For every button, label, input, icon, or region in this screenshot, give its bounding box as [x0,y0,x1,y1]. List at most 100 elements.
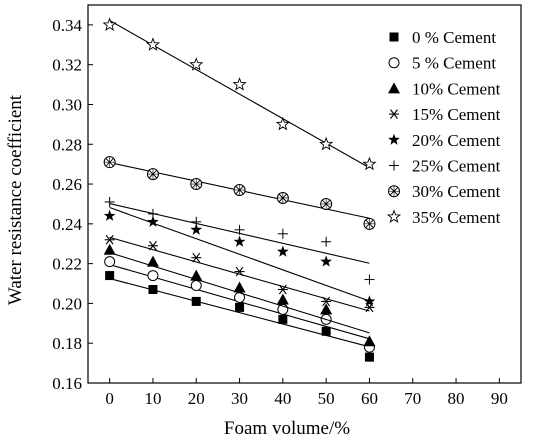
data-point-series-4 [104,234,115,245]
legend-label: 10% Cement [412,79,501,98]
x-tick-label: 70 [404,389,421,408]
data-point-series-5 [276,245,289,257]
legend-item: 15% Cement [389,105,501,124]
legend-marker [388,185,400,198]
data-point-series-2 [147,270,159,282]
x-tick-label: 10 [144,389,161,408]
data-point-series-3 [146,255,159,267]
data-point-series-5 [103,209,116,221]
y-tick-label: 0.20 [52,294,82,313]
data-point-series-7 [363,217,376,230]
data-point-series-7 [103,156,116,169]
legend-item: 35% Cement [386,208,501,227]
x-tick-label: 50 [318,389,335,408]
y-tick-label: 0.30 [52,95,82,114]
data-point-series-8 [189,57,204,71]
legend-label: 5 % Cement [412,54,496,73]
x-tick-label: 60 [361,389,378,408]
data-point-series-1 [321,326,331,336]
legend-item: 20% Cement [388,131,501,150]
data-point-series-4 [321,296,332,307]
data-point-series-3 [276,293,289,305]
legend-marker [388,133,400,145]
data-point-series-8 [275,116,290,131]
data-point-series-8 [362,156,377,171]
legend-marker [389,109,399,119]
x-tick-label: 80 [448,389,465,408]
data-point-series-8 [145,37,161,51]
y-axis-title: Water resistance coefficient [5,94,26,305]
legend-marker [388,82,400,94]
data-point-series-2 [190,280,202,292]
y-tick-label: 0.24 [52,215,82,234]
data-point-series-5 [320,255,333,267]
legend-label: 20% Cement [412,131,501,150]
data-point-series-1 [364,352,374,362]
y-tick-label: 0.28 [52,135,82,154]
y-tick-label: 0.22 [52,255,82,274]
x-tick-label: 30 [231,389,248,408]
legend-marker [388,57,400,69]
data-point-series-4 [191,252,202,263]
data-point-series-7 [233,184,246,197]
data-point-series-3 [320,303,333,315]
legend-item: 5 % Cement [388,54,496,73]
legend-item: 25% Cement [389,157,501,176]
legend-label: 0 % Cement [412,28,496,47]
data-point-series-6 [191,216,202,227]
x-tick-label: 20 [188,389,205,408]
data-point-series-3 [233,281,246,293]
y-tick-label: 0.18 [52,334,82,353]
y-tick-label: 0.26 [52,175,82,194]
data-point-series-7 [276,191,289,204]
legend: 0 % Cement 5 % Cement 10% Cement 15% Cement… [386,28,501,227]
data-point-series-5 [363,295,376,307]
data-point-series-6 [277,228,288,239]
legend-item: 30% Cement [388,182,501,201]
x-tick-label: 0 [105,389,114,408]
legend-label: 35% Cement [412,208,501,227]
x-tick-label: 40 [274,389,291,408]
legend-label: 30% Cement [412,182,501,201]
legend-item: 0 % Cement [389,28,496,47]
data-point-series-2 [104,256,116,268]
data-point-series-4 [277,284,288,295]
data-point-series-6 [364,274,375,285]
data-point-series-4 [234,266,245,277]
x-tick-label: 90 [491,389,508,408]
data-point-series-6 [147,208,158,219]
data-point-series-8 [319,136,334,151]
data-point-series-8 [102,17,117,31]
legend-marker [389,160,399,171]
data-point-series-1 [235,302,245,312]
plot-frame [87,4,522,384]
plot-area: 0 10 20 30 40 50 60 70 80 90 0.16 0.18 0.20 0.22 0.24 0… [52,4,522,408]
data-point-series-5 [147,215,159,227]
data-point-series-6 [321,236,332,247]
x-axis-title: Foam volume/% [224,418,350,439]
y-tick-label: 0.16 [52,374,82,393]
y-tick-label: 0.34 [52,16,82,35]
data-point-series-8 [232,77,247,91]
data-point-series-4 [147,240,158,251]
data-point-series-3 [363,335,376,347]
legend-item: 10% Cement [388,79,501,98]
data-point-series-3 [190,269,203,281]
data-point-series-5 [233,235,246,247]
data-point-series-1 [105,271,115,281]
data-point-series-1 [148,284,158,294]
fit-line-series-4 [109,236,370,312]
data-point-series-3 [103,243,116,255]
data-point-series-7 [190,178,203,191]
data-point-series-6 [104,196,115,207]
legend-label: 25% Cement [412,157,501,176]
y-tick-label: 0.32 [52,56,82,75]
legend-marker [386,209,402,223]
legend-label: 15% Cement [412,105,501,124]
data-point-series-7 [146,168,159,181]
data-point-series-6 [234,224,245,235]
data-point-series-1 [278,314,288,324]
legend-marker [389,32,399,42]
data-point-series-7 [320,197,333,210]
